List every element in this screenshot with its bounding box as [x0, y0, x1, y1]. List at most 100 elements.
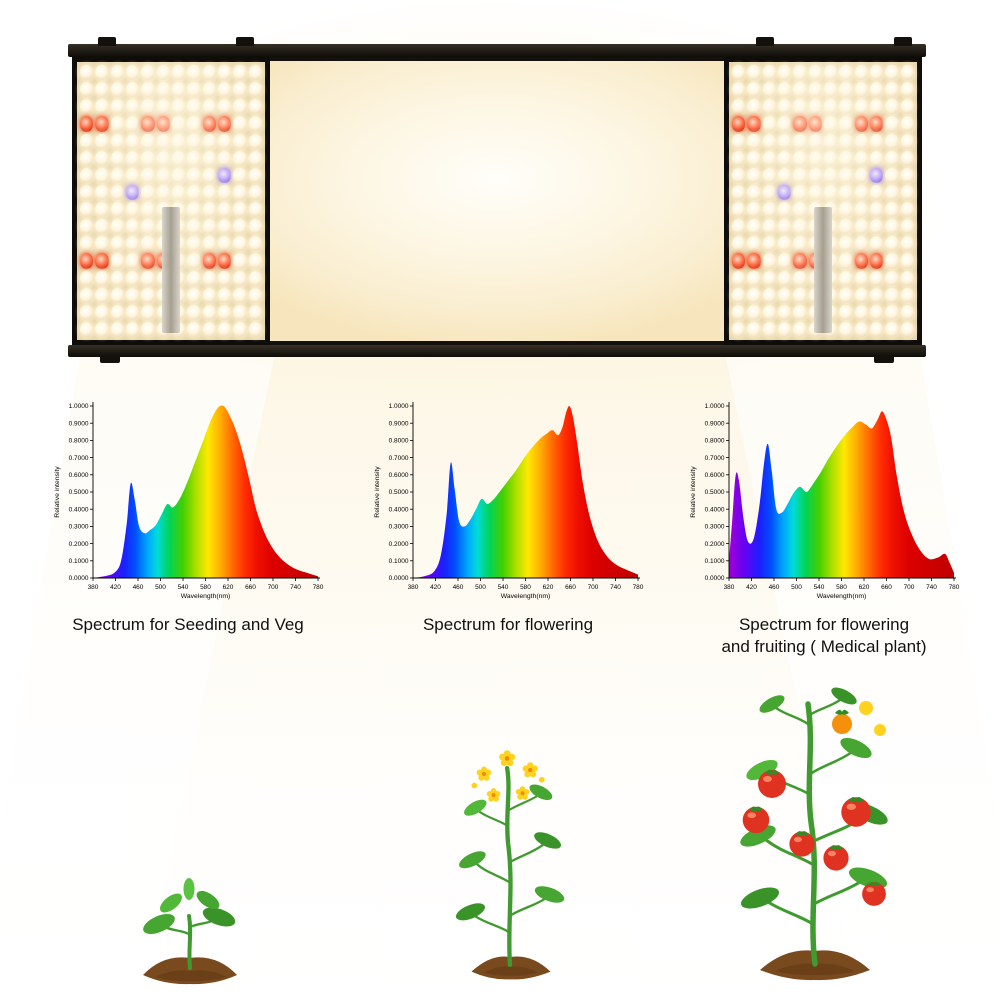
x-tick-label: 500	[475, 584, 486, 591]
led-dot	[156, 116, 170, 132]
led-dot	[156, 99, 170, 115]
led-dot	[233, 287, 247, 303]
led-dot	[777, 253, 792, 269]
led-dot	[187, 167, 201, 183]
led-dot	[762, 116, 776, 132]
led-dot	[171, 167, 186, 183]
led-dot	[869, 167, 884, 183]
led-dot	[80, 133, 94, 149]
grow-light-fixture	[68, 36, 926, 363]
led-dot	[95, 82, 109, 98]
x-tick-label: 460	[769, 584, 780, 591]
led-dot	[141, 133, 155, 149]
led-dot	[854, 116, 868, 132]
x-tick-label: 580	[520, 584, 531, 591]
x-axis-title: Wavelength(nm)	[501, 593, 551, 600]
led-dot	[233, 253, 247, 269]
fixture-top-rail	[68, 37, 926, 57]
led-dot	[777, 116, 792, 132]
led-dot	[187, 202, 201, 218]
led-dot	[869, 202, 884, 218]
light-emitting-area	[270, 57, 724, 345]
led-dot	[854, 253, 868, 269]
led-dot	[141, 219, 155, 235]
led-dot	[95, 150, 109, 166]
led-dot	[217, 321, 232, 337]
led-dot	[793, 150, 807, 166]
y-tick-label: 0.8000	[69, 438, 89, 445]
led-dot	[762, 184, 776, 200]
led-dot	[793, 82, 807, 98]
led-dot	[233, 236, 247, 252]
led-dot	[777, 321, 792, 337]
led-dot	[793, 184, 807, 200]
led-dot	[233, 167, 247, 183]
x-tick-label: 420	[746, 584, 757, 591]
led-dot	[762, 219, 776, 235]
led-dot	[202, 270, 216, 286]
led-dot	[762, 304, 776, 320]
led-board-left	[77, 62, 265, 340]
chart-caption-flowering-fruiting: Spectrum for flowering and fruiting ( Me…	[721, 615, 927, 657]
led-dot	[747, 65, 761, 81]
led-dot	[777, 236, 792, 252]
led-dot	[141, 184, 155, 200]
x-tick-label: 700	[268, 584, 279, 591]
led-dot	[80, 321, 94, 337]
led-dot	[885, 253, 899, 269]
x-tick-label: 500	[155, 584, 166, 591]
x-tick-label: 780	[949, 584, 960, 591]
led-dot	[233, 150, 247, 166]
led-dot	[110, 236, 124, 252]
led-dot	[95, 219, 109, 235]
led-dot	[95, 65, 109, 81]
led-dot	[187, 133, 201, 149]
led-dot	[217, 82, 232, 98]
seedling-plant	[143, 878, 236, 970]
unripe-fruits	[832, 701, 886, 736]
led-dot	[217, 202, 232, 218]
led-dot	[217, 65, 232, 81]
y-tick-label: 0.7000	[705, 455, 725, 462]
led-dot	[762, 236, 776, 252]
led-dot	[839, 202, 853, 218]
led-dot	[732, 236, 746, 252]
led-dot	[732, 99, 746, 115]
led-dot	[187, 253, 201, 269]
led-dot	[869, 287, 884, 303]
led-dot	[839, 321, 853, 337]
x-tick-label: 740	[926, 584, 937, 591]
led-dot	[900, 150, 914, 166]
led-dot	[869, 184, 884, 200]
led-dot	[80, 253, 94, 269]
led-dot	[95, 184, 109, 200]
spectrum-area	[413, 405, 638, 578]
y-tick-label: 0.5000	[389, 489, 409, 496]
x-tick-label: 540	[814, 584, 825, 591]
led-dot	[900, 202, 914, 218]
x-tick-label: 660	[565, 584, 576, 591]
led-dot	[202, 202, 216, 218]
led-dot	[839, 219, 853, 235]
led-dot	[854, 184, 868, 200]
led-dot	[854, 236, 868, 252]
led-dot	[885, 304, 899, 320]
x-tick-label: 780	[633, 584, 644, 591]
led-dot	[900, 304, 914, 320]
y-tick-label: 1.0000	[389, 403, 409, 410]
led-dot	[187, 304, 201, 320]
led-dot	[125, 167, 140, 183]
led-dot	[839, 65, 853, 81]
flowering-plant-illustration	[455, 750, 565, 980]
led-dot	[233, 321, 247, 337]
led-dot	[248, 167, 262, 183]
y-tick-label: 0.8000	[389, 438, 409, 445]
led-dot	[171, 116, 186, 132]
led-dot	[885, 116, 899, 132]
mounting-bracket	[756, 37, 774, 46]
led-dot	[808, 116, 822, 132]
led-dot	[885, 287, 899, 303]
led-dot	[248, 219, 262, 235]
led-dot	[95, 253, 109, 269]
